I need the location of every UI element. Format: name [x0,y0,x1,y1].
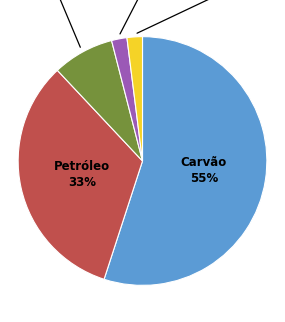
Text: Petróleo
33%: Petróleo 33% [54,160,110,189]
Text: Carvão
55%: Carvão 55% [181,156,227,185]
Wedge shape [104,37,267,285]
Wedge shape [127,37,142,161]
Wedge shape [111,38,142,161]
Wedge shape [18,70,142,279]
Wedge shape [57,41,142,161]
